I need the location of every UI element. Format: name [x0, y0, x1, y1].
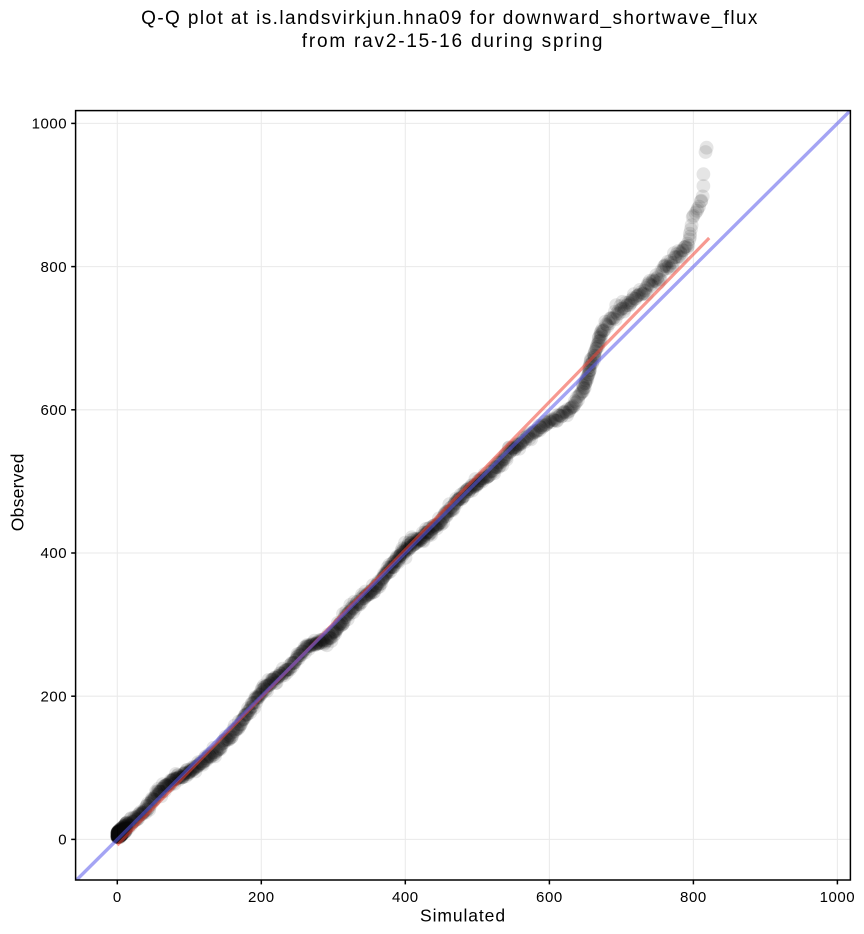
svg-text:800: 800: [680, 889, 707, 906]
svg-text:400: 400: [41, 545, 68, 562]
svg-text:800: 800: [41, 259, 68, 276]
svg-text:1000: 1000: [32, 116, 68, 133]
svg-text:200: 200: [248, 889, 275, 906]
svg-text:Q-Q plot at is.landsvirkjun.hn: Q-Q plot at is.landsvirkjun.hna09 for do…: [141, 8, 759, 29]
svg-text:600: 600: [536, 889, 563, 906]
svg-text:600: 600: [41, 402, 68, 419]
svg-text:0: 0: [113, 889, 122, 906]
svg-text:Simulated: Simulated: [420, 906, 506, 926]
svg-text:200: 200: [41, 688, 68, 705]
svg-text:400: 400: [392, 889, 419, 906]
svg-text:0: 0: [58, 832, 67, 849]
svg-text:1000: 1000: [820, 889, 856, 906]
svg-text:Observed: Observed: [7, 453, 27, 531]
svg-text:from rav2-15-16 during spring: from rav2-15-16 during spring: [302, 31, 604, 52]
